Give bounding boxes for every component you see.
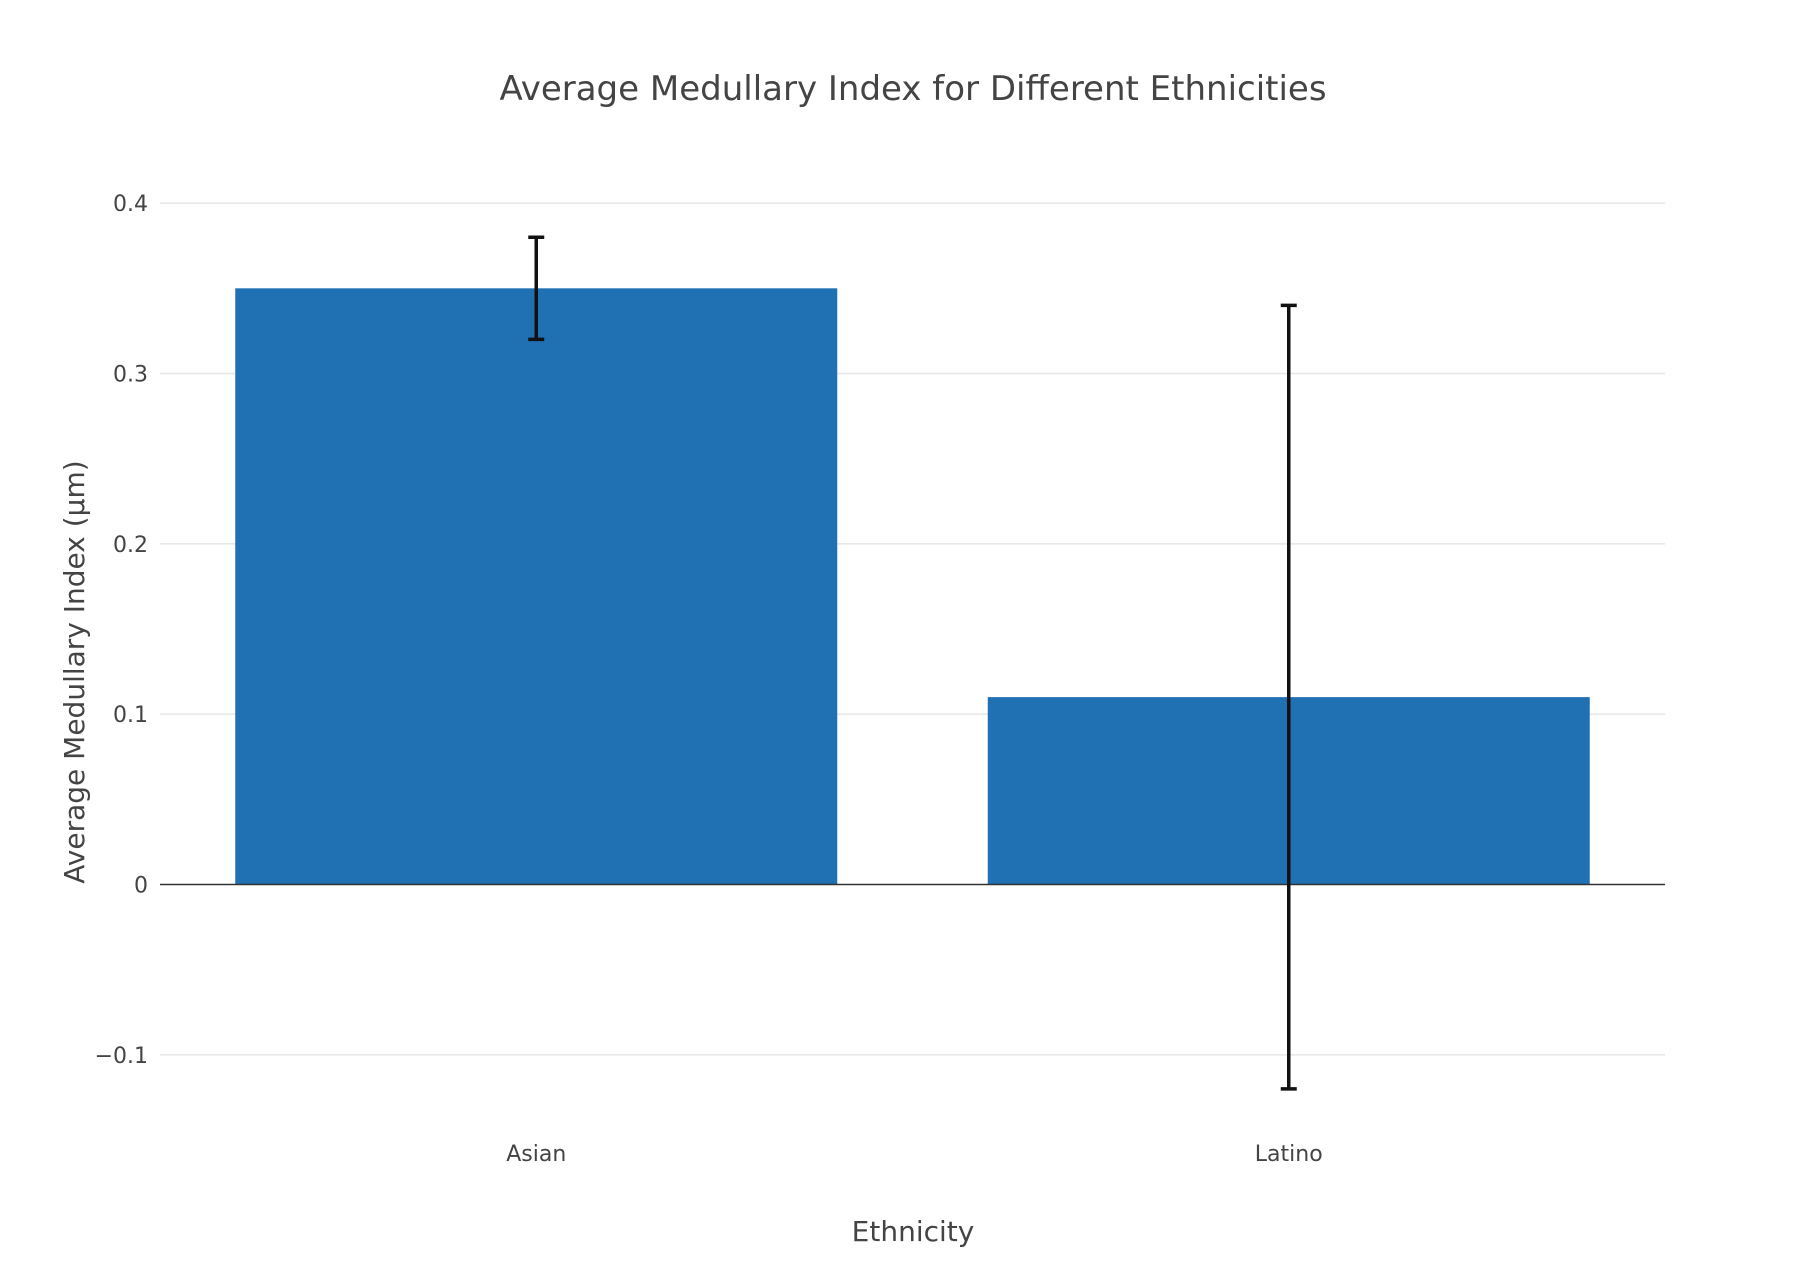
x-tick-label-asian: Asian (506, 1142, 566, 1167)
error-bar-latino (1280, 303, 1297, 1091)
y-tick-label: 0.1 (113, 703, 148, 728)
bar-asian (235, 288, 838, 885)
y-tick-label: 0.2 (113, 533, 148, 558)
error-bar-asian (528, 235, 545, 342)
y-tick-label: 0.4 (113, 192, 148, 217)
y-tick-label: −0.1 (95, 1044, 148, 1069)
bars (235, 288, 1590, 885)
x-axis-ticks: Asian Latino (506, 1142, 1322, 1167)
x-tick-label-latino: Latino (1255, 1142, 1323, 1167)
error-bars (528, 235, 1297, 1091)
chart-title: Average Medullary Index for Different Et… (499, 69, 1326, 109)
y-tick-label: 0.3 (113, 362, 148, 387)
y-axis-title: Average Medullary Index (µm) (58, 460, 91, 883)
y-axis-ticks: −0.1 0 0.1 0.2 0.3 0.4 (95, 192, 148, 1069)
y-tick-label: 0 (134, 873, 148, 898)
x-axis-title: Ethnicity (852, 1215, 975, 1248)
